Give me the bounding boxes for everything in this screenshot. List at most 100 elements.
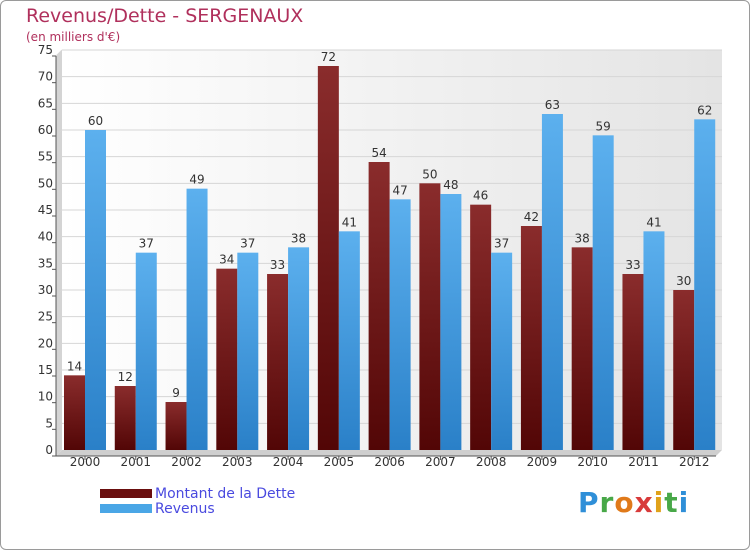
bar-dette <box>622 274 644 450</box>
data-label-revenus: 41 <box>646 215 661 229</box>
bar-dette <box>470 204 492 450</box>
bar-dette <box>114 386 136 450</box>
bar-revenus <box>85 130 106 450</box>
x-tick-label: 2001 <box>120 455 151 469</box>
bar-revenus <box>135 252 157 450</box>
data-label-dette: 46 <box>473 189 488 203</box>
y-tick-label: 55 <box>38 150 53 164</box>
x-tick-label: 2002 <box>171 455 202 469</box>
x-tick-label: 2010 <box>577 455 608 469</box>
y-tick-label: 5 <box>45 416 53 430</box>
y-tick-label: 50 <box>38 176 53 190</box>
bar-revenus <box>643 231 665 450</box>
bar-revenus <box>338 231 360 450</box>
plot-floor <box>56 450 722 456</box>
grid-line-side <box>55 236 63 244</box>
data-label-revenus: 63 <box>545 98 560 112</box>
legend-label-revenus: Revenus <box>155 500 215 517</box>
bar-dette <box>64 375 85 450</box>
x-tick-label: 2006 <box>374 455 405 469</box>
data-label-dette: 14 <box>67 359 82 373</box>
grid-line-side <box>55 289 63 297</box>
y-tick-label: 25 <box>38 310 53 324</box>
x-tick-label: 2005 <box>324 455 355 469</box>
data-label-dette: 12 <box>118 370 133 384</box>
data-label-revenus: 62 <box>697 103 712 117</box>
data-label-revenus: 48 <box>443 178 458 192</box>
data-label-revenus: 37 <box>494 237 509 251</box>
legend: Montant de la Dette Revenus <box>100 485 296 517</box>
grid-line-side <box>55 76 63 84</box>
y-tick-label: 30 <box>38 283 53 297</box>
data-label-dette: 30 <box>676 274 691 288</box>
grid-line-side <box>55 262 63 270</box>
x-tick-label: 2011 <box>628 455 659 469</box>
bar-revenus <box>440 194 462 450</box>
y-tick-label: 15 <box>38 363 53 377</box>
y-tick-label: 0 <box>45 443 53 457</box>
bar-revenus <box>237 252 259 450</box>
bar-revenus <box>694 119 716 450</box>
bar-dette <box>267 274 289 450</box>
x-tick-label: 2012 <box>679 455 710 469</box>
chart-title: Revenus/Dette - SERGENAUX <box>26 5 304 27</box>
data-label-dette: 72 <box>321 50 336 64</box>
grid-line-side <box>55 209 63 217</box>
data-label-revenus: 37 <box>139 237 154 251</box>
grid-line-side <box>55 102 63 110</box>
proxiti-logo: Proxiti <box>578 486 690 519</box>
grid-line-side <box>55 369 63 377</box>
bar-revenus <box>592 135 614 451</box>
data-label-revenus: 37 <box>240 237 255 251</box>
y-tick-label: 10 <box>38 390 53 404</box>
x-tick-label: 2004 <box>273 455 304 469</box>
grid-line-side <box>55 129 63 137</box>
bar-revenus <box>288 247 310 450</box>
grid-line-side <box>55 182 63 190</box>
x-tick-label: 2008 <box>476 455 507 469</box>
y-tick-label: 35 <box>38 256 53 270</box>
data-label-dette: 34 <box>219 253 234 267</box>
y-tick-label: 45 <box>38 203 53 217</box>
bar-dette <box>165 402 187 450</box>
legend-swatch-debt <box>100 489 152 498</box>
bar-revenus <box>491 252 513 450</box>
data-label-revenus: 49 <box>189 173 204 187</box>
grid-line-side <box>55 316 63 324</box>
grid-line-side <box>55 156 63 164</box>
data-label-dette: 38 <box>575 231 590 245</box>
data-label-revenus: 38 <box>291 231 306 245</box>
bar-dette <box>368 162 390 450</box>
legend-swatch-revenus <box>100 504 152 513</box>
data-label-dette: 33 <box>625 258 640 272</box>
legend-label-debt: Montant de la Dette <box>155 485 296 502</box>
legend-item-revenus: Revenus <box>100 500 295 517</box>
y-tick-label: 20 <box>38 336 53 350</box>
data-label-revenus: 47 <box>392 183 407 197</box>
bar-dette <box>419 183 441 451</box>
bar-revenus <box>186 188 208 450</box>
x-tick-label: 2000 <box>70 455 101 469</box>
legend-item-debt: Montant de la Dette <box>100 485 296 502</box>
x-tick-label: 2009 <box>527 455 558 469</box>
data-label-dette: 54 <box>371 146 386 160</box>
y-tick-label: 75 <box>38 43 53 57</box>
bar-dette <box>216 268 238 450</box>
chart-subtitle: (en milliers d'€) <box>26 30 121 44</box>
data-label-dette: 42 <box>524 210 539 224</box>
y-tick-label: 70 <box>38 70 53 84</box>
y-tick-label: 65 <box>38 96 53 110</box>
bar-dette <box>571 247 593 450</box>
plot-side-wall <box>56 50 62 456</box>
data-label-dette: 50 <box>422 167 437 181</box>
data-label-revenus: 60 <box>88 114 103 128</box>
x-tick-label: 2007 <box>425 455 456 469</box>
y-tick-label: 40 <box>38 230 53 244</box>
grid-line-side <box>55 342 63 350</box>
bar-dette <box>673 290 695 450</box>
bar-revenus <box>389 199 411 450</box>
data-label-revenus: 41 <box>342 215 357 229</box>
data-label-dette: 33 <box>270 258 285 272</box>
bar-revenus <box>541 114 563 450</box>
